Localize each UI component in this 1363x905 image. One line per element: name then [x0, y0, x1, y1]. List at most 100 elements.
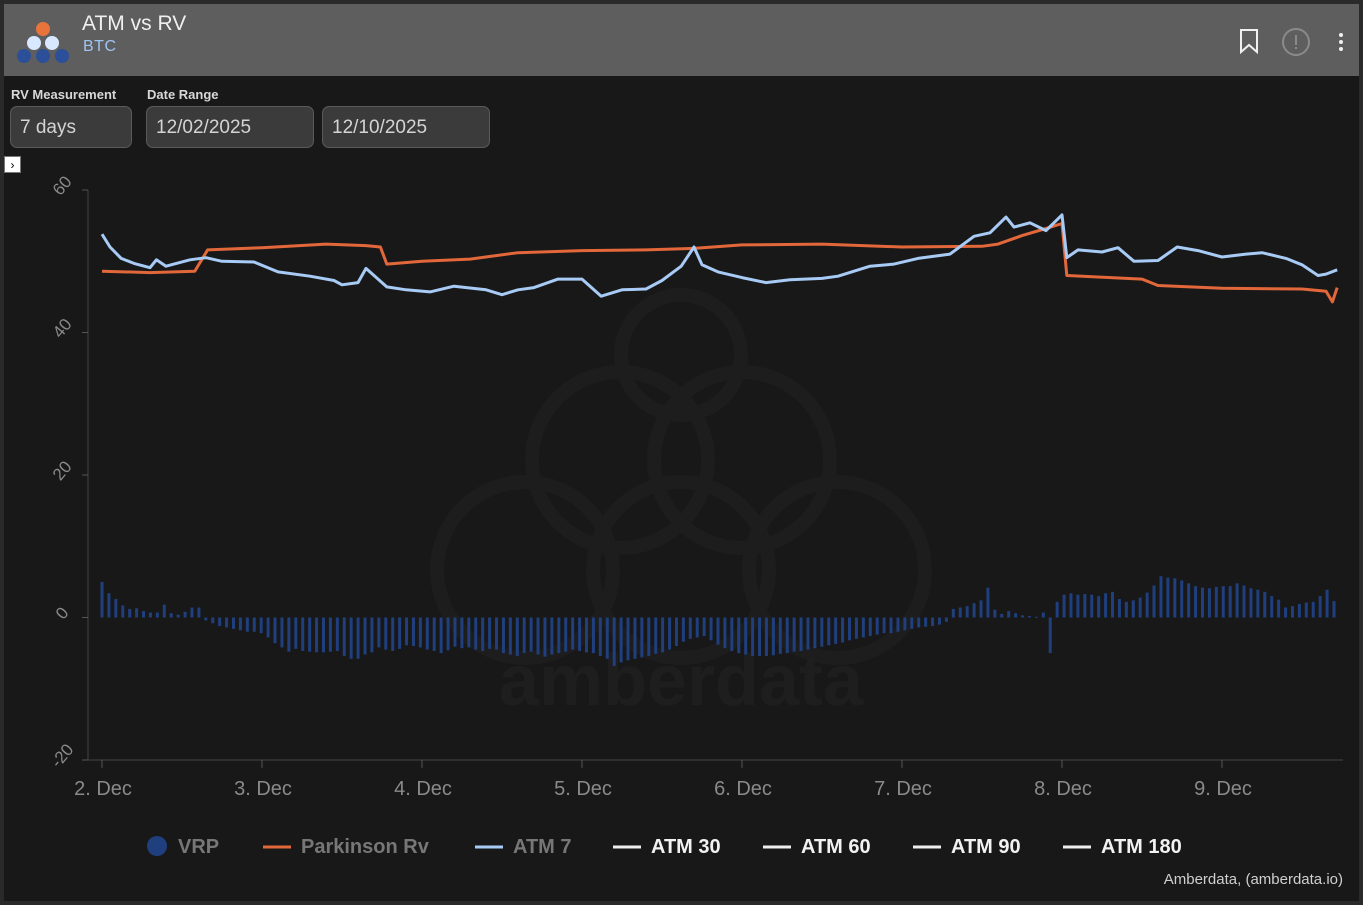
vrp-bar — [1290, 606, 1294, 618]
info-icon[interactable] — [1281, 27, 1311, 57]
vrp-bar — [1325, 589, 1329, 618]
vrp-bar — [1228, 586, 1232, 618]
vrp-bar — [591, 617, 595, 654]
legend-label-atm60: ATM 60 — [801, 836, 871, 858]
y-tick-label: 20 — [49, 457, 76, 484]
vrp-bar — [709, 617, 713, 641]
vrp-bar — [764, 617, 768, 656]
bookmark-icon[interactable] — [1238, 28, 1260, 54]
legend-item-vrp[interactable]: VRP — [146, 832, 219, 862]
vrp-bar — [162, 604, 166, 618]
amberdata-watermark-logo: amberdata — [430, 288, 932, 721]
vrp-bar — [702, 617, 706, 637]
vrp-bar — [1159, 576, 1163, 618]
vrp-bar — [758, 617, 762, 656]
vrp-bar — [931, 617, 935, 627]
more-vertical-icon[interactable] — [1336, 31, 1346, 55]
vrp-bar — [370, 617, 374, 653]
legend-label-atm180: ATM 180 — [1101, 836, 1182, 858]
vrp-bar — [1117, 598, 1121, 618]
rv-measurement-label: RV Measurement — [11, 87, 117, 102]
vrp-bar — [1200, 587, 1204, 618]
vrp-bar — [688, 617, 692, 639]
vrp-bar — [128, 608, 132, 618]
vrp-bar — [834, 617, 838, 644]
x-tick-label: 8. Dec — [1034, 778, 1092, 800]
vrp-bar — [1180, 580, 1184, 618]
legend-item-atm90[interactable]: ATM 90 — [913, 832, 1021, 862]
vrp-bar — [771, 617, 775, 656]
vrp-bar — [418, 617, 422, 648]
chart-credit[interactable]: Amberdata, (amberdata.io) — [1163, 871, 1343, 888]
date-from-input[interactable]: 12/02/2025 — [146, 106, 314, 148]
vrp-bar — [1214, 586, 1218, 618]
vrp-bar — [1318, 596, 1322, 618]
vrp-bar — [1207, 588, 1211, 618]
vrp-bar — [605, 617, 609, 659]
legend-atm30-marker — [613, 845, 641, 849]
vrp-bar — [612, 617, 616, 666]
vrp-bar — [647, 617, 651, 656]
legend-item-atm180[interactable]: ATM 180 — [1063, 832, 1182, 862]
vrp-bar — [135, 608, 139, 618]
vrp-bar — [155, 612, 159, 618]
vrp-bar — [391, 617, 395, 651]
legend-item-atm60[interactable]: ATM 60 — [763, 832, 871, 862]
legend-item-atm30[interactable]: ATM 30 — [613, 832, 721, 862]
vrp-bar — [1131, 600, 1135, 618]
vrp-bar — [737, 617, 741, 654]
vrp-bar — [315, 617, 319, 653]
vrp-bar — [1048, 617, 1052, 654]
series-line-atm-7 — [100, 213, 1338, 298]
vrp-bar — [439, 617, 443, 654]
vrp-bar — [1124, 601, 1128, 618]
vrp-bar — [1034, 616, 1038, 618]
vrp-bar — [882, 617, 886, 634]
vrp-bar — [951, 608, 955, 618]
vrp-bar — [958, 607, 962, 618]
vrp-bar — [148, 612, 152, 618]
widget-subtitle: BTC — [83, 38, 117, 55]
vrp-bar — [854, 617, 858, 639]
vrp-bar — [356, 617, 360, 659]
legend-label-atm30: ATM 30 — [651, 836, 721, 858]
vrp-bar — [481, 617, 485, 651]
legend-atm7-marker — [475, 845, 503, 849]
vrp-bar — [806, 617, 810, 650]
vrp-bar — [695, 617, 699, 638]
vrp-bar — [190, 607, 194, 618]
expand-toggle-button[interactable]: › — [4, 156, 21, 173]
vrp-bar — [681, 617, 685, 642]
vrp-bar — [1297, 603, 1301, 618]
legend-item-parkinson-rv[interactable]: Parkinson Rv — [263, 832, 429, 862]
vrp-bar — [799, 617, 803, 651]
vrp-bar — [1138, 597, 1142, 618]
vrp-bar — [654, 617, 658, 654]
date-to-input[interactable]: 12/10/2025 — [322, 106, 490, 148]
rv-measurement-select[interactable]: 7 days — [10, 106, 132, 148]
vrp-bar — [225, 617, 229, 628]
vrp-bar — [425, 617, 429, 650]
vrp-bar — [328, 617, 332, 652]
vrp-bar — [723, 617, 727, 649]
legend-item-atm7[interactable]: ATM 7 — [475, 832, 572, 862]
vrp-bar — [937, 617, 941, 625]
vrp-bar — [751, 617, 755, 656]
vrp-bar — [571, 617, 575, 650]
legend-label-parkinson-rv: Parkinson Rv — [301, 836, 429, 858]
vrp-bar — [294, 617, 298, 649]
vrp-bar — [1270, 596, 1274, 618]
legend-label-vrp: VRP — [178, 836, 220, 858]
vrp-bar — [896, 617, 900, 632]
vrp-bar — [273, 617, 277, 644]
legend-label-atm90: ATM 90 — [951, 836, 1021, 858]
vrp-bar — [827, 617, 831, 646]
vrp-bar — [578, 617, 582, 651]
watermark-text: amberdata — [499, 641, 864, 721]
vrp-bar — [121, 605, 125, 618]
vrp-bar — [1249, 588, 1253, 618]
vrp-bar — [1000, 613, 1004, 618]
legend-atm90-marker — [913, 845, 941, 849]
